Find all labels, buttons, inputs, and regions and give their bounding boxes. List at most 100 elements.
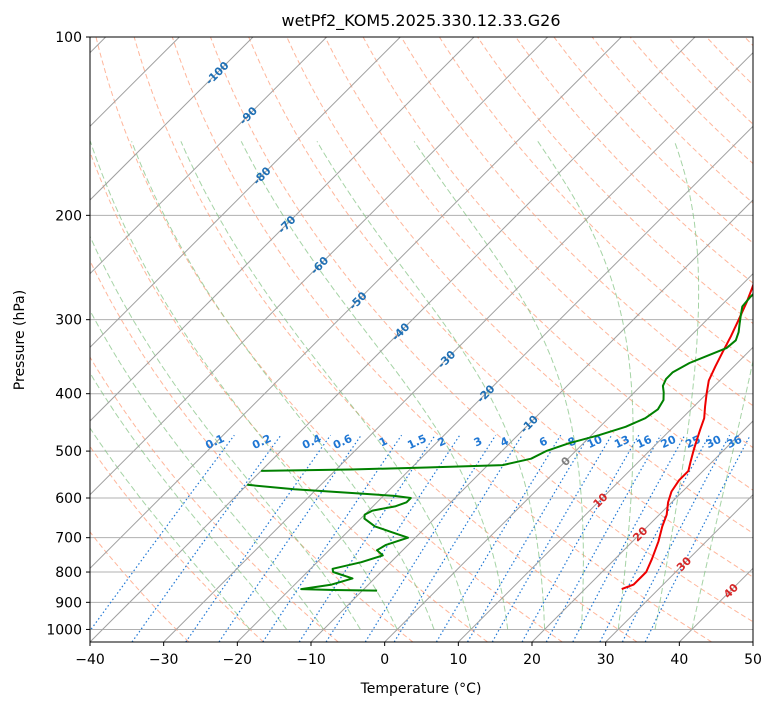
dry-adiabat xyxy=(248,37,753,578)
isotherm-line xyxy=(384,272,753,642)
y-axis: 100 200 300 400 500 600 700 800 900 1000 xyxy=(46,30,90,638)
isotherm-line xyxy=(90,37,696,642)
y-tick-label: 500 xyxy=(55,444,82,460)
isotherm-line xyxy=(752,641,753,642)
dry-adiabat xyxy=(171,37,712,642)
y-axis-label: Pressure (hPa) xyxy=(12,290,28,390)
isotherm-line xyxy=(310,199,753,642)
moist-adiabat xyxy=(316,141,546,630)
x-tick-label: 0 xyxy=(380,652,389,668)
mixing-ratio-line xyxy=(491,434,613,642)
x-tick-label: 20 xyxy=(523,652,541,668)
mixing-ratio-line xyxy=(521,434,640,642)
isotherm-line xyxy=(531,420,753,642)
mixing-ratio-lines xyxy=(90,434,751,642)
dry-adiabat xyxy=(90,531,190,642)
mixing-ratio-label: 0.4 xyxy=(300,432,323,452)
y-tick-label: 400 xyxy=(55,387,82,403)
mixing-ratio-line xyxy=(325,434,461,642)
x-tick-label: 40 xyxy=(670,652,688,668)
dry-adiabats xyxy=(90,37,753,642)
isotherm-label: -80 xyxy=(250,164,273,187)
y-tick-label: 300 xyxy=(55,313,82,329)
mixing-ratio-line xyxy=(644,434,751,642)
x-tick-label: −30 xyxy=(149,652,179,668)
dry-adiabat xyxy=(400,37,753,407)
moist-adiabat xyxy=(90,427,251,630)
dewpoint-profile xyxy=(247,483,412,592)
dry-adiabat xyxy=(477,37,753,325)
mixing-ratio-label: 0.6 xyxy=(331,432,354,452)
x-tick-label: 10 xyxy=(449,652,467,668)
isotherm-label: -40 xyxy=(389,320,412,343)
moist-adiabat xyxy=(131,141,435,630)
isotherm-label: 0 xyxy=(559,454,574,469)
mixing-ratio-line xyxy=(393,434,523,642)
mixing-ratio-line xyxy=(262,434,403,642)
mixing-ratio-labels: 0.1 0.2 0.4 0.6 1 1.5 2 3 4 6 8 10 13 16 20 25 30 36 xyxy=(203,432,744,452)
isotherm-label: 10 xyxy=(591,490,611,510)
dry-adiabat xyxy=(90,150,488,642)
moist-adiabats xyxy=(90,141,753,630)
dry-adiabat xyxy=(591,37,753,204)
mixing-ratio-line xyxy=(90,434,235,632)
isotherm-lines xyxy=(90,37,753,642)
mixing-ratio-label: 36 xyxy=(725,433,745,451)
mixing-ratio-label: 0.2 xyxy=(250,432,273,452)
moist-adiabat xyxy=(654,141,700,630)
plot-frame xyxy=(89,36,754,643)
isotherm-line xyxy=(605,493,753,642)
y-tick-label: 900 xyxy=(55,595,82,611)
isotherm-line xyxy=(90,37,475,422)
chart-title: wetPf2_KOM5.2025.330.12.33.G26 xyxy=(281,11,560,31)
mixing-ratio-label: 13 xyxy=(612,433,631,451)
moist-adiabat xyxy=(90,235,361,630)
dry-adiabat xyxy=(90,445,264,642)
x-axis-label: Temperature (°C) xyxy=(360,681,482,697)
x-tick-label: 50 xyxy=(744,652,762,668)
dry-adiabat xyxy=(133,37,638,642)
isotherm-line xyxy=(678,567,753,642)
isotherm-line xyxy=(90,37,328,275)
y-tick-label: 1000 xyxy=(46,622,82,638)
dry-adiabat xyxy=(706,37,753,86)
y-tick-label: 100 xyxy=(55,30,82,46)
mixing-ratio-line xyxy=(435,434,562,642)
dry-adiabat xyxy=(90,356,339,642)
mixing-ratio-line xyxy=(545,434,662,642)
dry-adiabat xyxy=(90,259,414,642)
x-tick-label: −40 xyxy=(75,652,105,668)
isotherm-line xyxy=(90,37,254,201)
isotherm-line xyxy=(236,125,753,642)
x-tick-label: 30 xyxy=(597,652,615,668)
mixing-ratio-line xyxy=(364,434,497,642)
mixing-ratio-label: 1.5 xyxy=(405,432,428,452)
x-axis: −40 −30 −20 −10 0 10 20 30 40 50 xyxy=(75,642,762,668)
dry-adiabat xyxy=(438,37,753,366)
dewpoint-profile xyxy=(261,292,753,472)
moist-adiabat xyxy=(413,141,584,630)
isotherm-line xyxy=(90,37,401,349)
isotherm-line xyxy=(457,346,753,642)
mixing-ratio-line xyxy=(298,434,436,642)
mixing-ratio-line xyxy=(572,434,686,642)
dry-adiabat xyxy=(744,37,753,47)
dry-adiabat xyxy=(286,37,753,534)
x-tick-label: −20 xyxy=(223,652,253,668)
y-tick-label: 200 xyxy=(55,208,82,224)
y-tick-label: 700 xyxy=(55,531,82,547)
mixing-ratio-label: 6 xyxy=(537,434,550,449)
moist-adiabat xyxy=(90,141,398,630)
isotherm-line xyxy=(163,51,753,642)
y-tick-label: 600 xyxy=(55,491,82,507)
dry-adiabat xyxy=(210,37,753,623)
moist-adiabat xyxy=(90,371,288,630)
isotherm-label: -60 xyxy=(308,254,331,277)
mixing-ratio-label: 4 xyxy=(498,434,511,449)
moist-adiabat xyxy=(180,141,472,630)
dry-adiabat xyxy=(324,37,753,491)
mixing-ratio-label: 1 xyxy=(377,434,389,449)
y-tick-label: 800 xyxy=(55,565,82,581)
mixing-ratio-label: 16 xyxy=(634,433,654,451)
